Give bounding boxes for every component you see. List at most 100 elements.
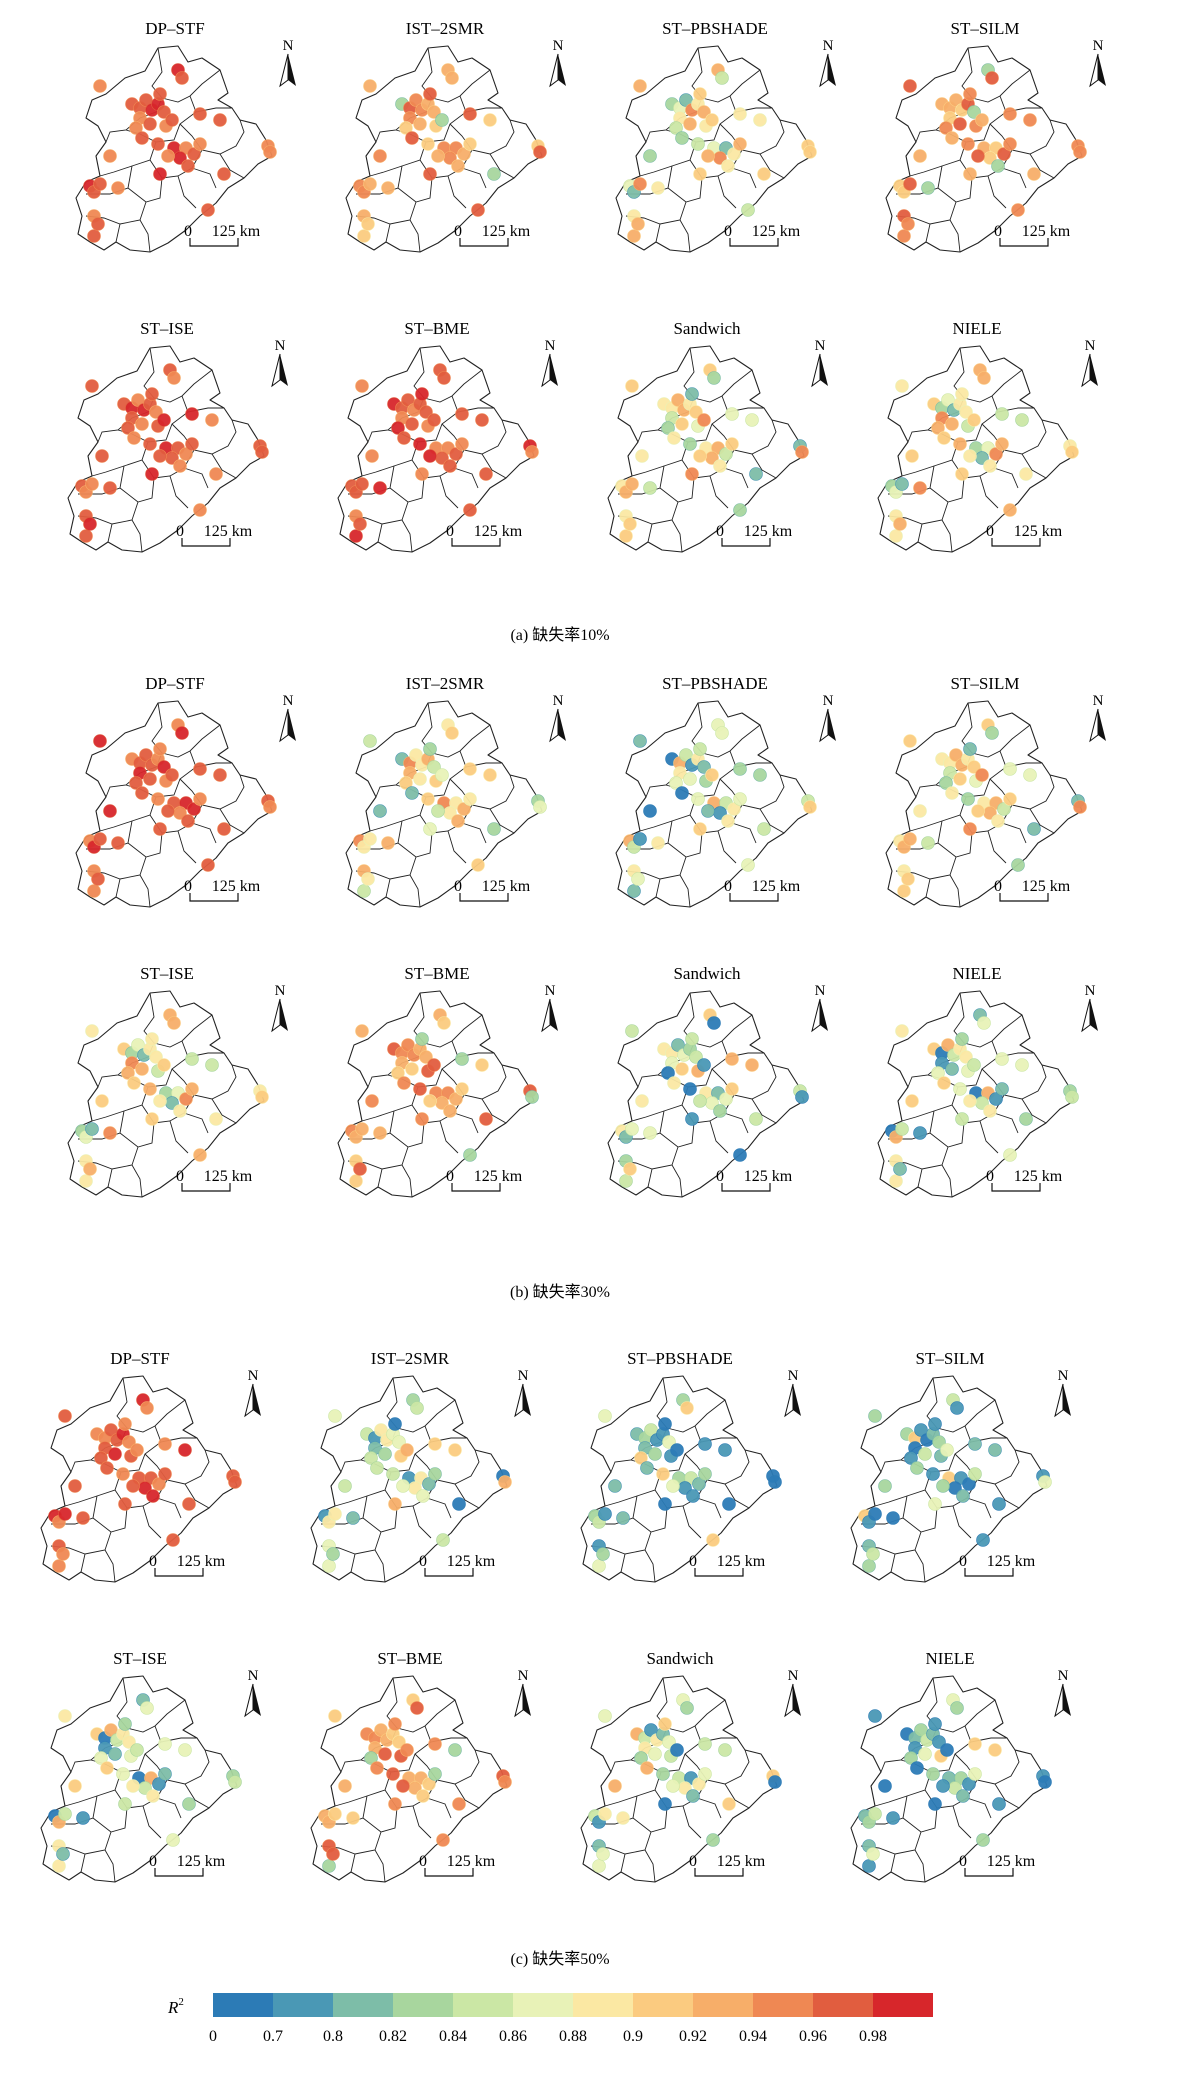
- north-arrow-icon: N: [1089, 693, 1107, 742]
- station-point: [625, 1122, 639, 1136]
- map-panel: ST–SILM N 0 125 km: [885, 674, 1107, 908]
- station-point: [598, 1409, 612, 1423]
- station-point: [741, 203, 755, 217]
- station-point: [116, 1767, 130, 1781]
- station-point: [126, 1479, 140, 1493]
- station-point: [355, 477, 369, 491]
- north-arrow-icon: N: [1054, 1368, 1072, 1417]
- station-point: [103, 481, 117, 495]
- station-point: [179, 447, 193, 461]
- station-point: [931, 1066, 945, 1080]
- station-point: [373, 481, 387, 495]
- station-point: [937, 431, 951, 445]
- station-point: [85, 379, 99, 393]
- station-point: [651, 836, 665, 850]
- station-point: [705, 768, 719, 782]
- station-point: [201, 858, 215, 872]
- station-point: [903, 177, 917, 191]
- station-point: [130, 1443, 144, 1457]
- station-point: [471, 858, 485, 872]
- station-point: [388, 1797, 402, 1811]
- map-panel: ST–BME N 0 125 km: [337, 964, 559, 1198]
- station-point: [104, 1423, 118, 1437]
- scale-bar: 0 125 km: [149, 1553, 226, 1577]
- station-point: [443, 459, 457, 473]
- station-points: [48, 1393, 242, 1573]
- legend-swatch: [513, 1993, 573, 2017]
- station-point: [721, 159, 735, 173]
- station-point: [413, 117, 427, 131]
- station-point: [479, 1112, 493, 1126]
- r2-legend: R2 0 0.7 0.8 0.82 0.84 0.86 0.88 0.9 0.92 0.94 0.96…: [167, 1993, 933, 2045]
- scale-zero: 0: [176, 523, 184, 540]
- station-point: [1023, 113, 1037, 127]
- station-point: [635, 449, 649, 463]
- station-point: [436, 1833, 450, 1847]
- station-point: [182, 1797, 196, 1811]
- station-point: [926, 1467, 940, 1481]
- station-point: [670, 1743, 684, 1757]
- scale-label: 125 km: [1022, 878, 1071, 895]
- station-point: [897, 884, 911, 898]
- group-caption: (c) 缺失率50%: [510, 1950, 609, 1968]
- station-point: [68, 1479, 82, 1493]
- station-point: [658, 1497, 672, 1511]
- north-label: N: [545, 338, 556, 354]
- station-point: [415, 467, 429, 481]
- station-point: [661, 421, 675, 435]
- station-point: [437, 1016, 451, 1030]
- station-points: [615, 1008, 809, 1188]
- map-title: ST–PBSHADE: [662, 19, 768, 38]
- station-point: [263, 145, 277, 159]
- station-point: [143, 1082, 157, 1096]
- station-point: [151, 137, 165, 151]
- station-point: [463, 1148, 477, 1162]
- station-point: [671, 393, 685, 407]
- station-point: [904, 1751, 918, 1765]
- map-title: Sandwich: [673, 319, 741, 338]
- station-point: [961, 137, 975, 151]
- station-points: [623, 718, 817, 898]
- scale-zero: 0: [724, 878, 732, 895]
- station-point: [422, 1777, 436, 1791]
- station-point: [93, 832, 107, 846]
- station-point: [868, 1807, 882, 1821]
- station-point: [386, 1467, 400, 1481]
- station-point: [58, 1409, 72, 1423]
- station-point: [153, 742, 167, 756]
- station-point: [103, 804, 117, 818]
- scale-bar: 0 125 km: [959, 1553, 1036, 1577]
- station-point: [667, 431, 681, 445]
- station-point: [100, 1461, 114, 1475]
- station-point: [463, 503, 477, 517]
- station-point: [644, 1423, 658, 1437]
- station-point: [971, 149, 985, 163]
- scale-zero: 0: [994, 878, 1002, 895]
- station-point: [151, 792, 165, 806]
- north-label: N: [1085, 983, 1096, 999]
- station-point: [975, 113, 989, 127]
- station-point: [988, 1443, 1002, 1457]
- station-point: [936, 1479, 950, 1493]
- station-point: [608, 1779, 622, 1793]
- station-point: [152, 1777, 166, 1791]
- north-arrow-icon: N: [541, 338, 559, 387]
- station-point: [135, 786, 149, 800]
- station-point: [121, 421, 135, 435]
- station-point: [87, 229, 101, 243]
- station-point: [722, 1497, 736, 1511]
- station-point: [452, 1497, 466, 1511]
- station-point: [397, 1076, 411, 1090]
- station-point: [209, 1112, 223, 1126]
- station-point: [455, 407, 469, 421]
- station-point: [451, 814, 465, 828]
- legend-tick: 0.7: [263, 2028, 283, 2045]
- station-point: [913, 804, 927, 818]
- station-point: [364, 1751, 378, 1765]
- station-point: [667, 1076, 681, 1090]
- station-point: [427, 1058, 441, 1072]
- station-point: [328, 1709, 342, 1723]
- station-point: [901, 217, 915, 231]
- station-point: [675, 1062, 689, 1076]
- station-point: [94, 1451, 108, 1465]
